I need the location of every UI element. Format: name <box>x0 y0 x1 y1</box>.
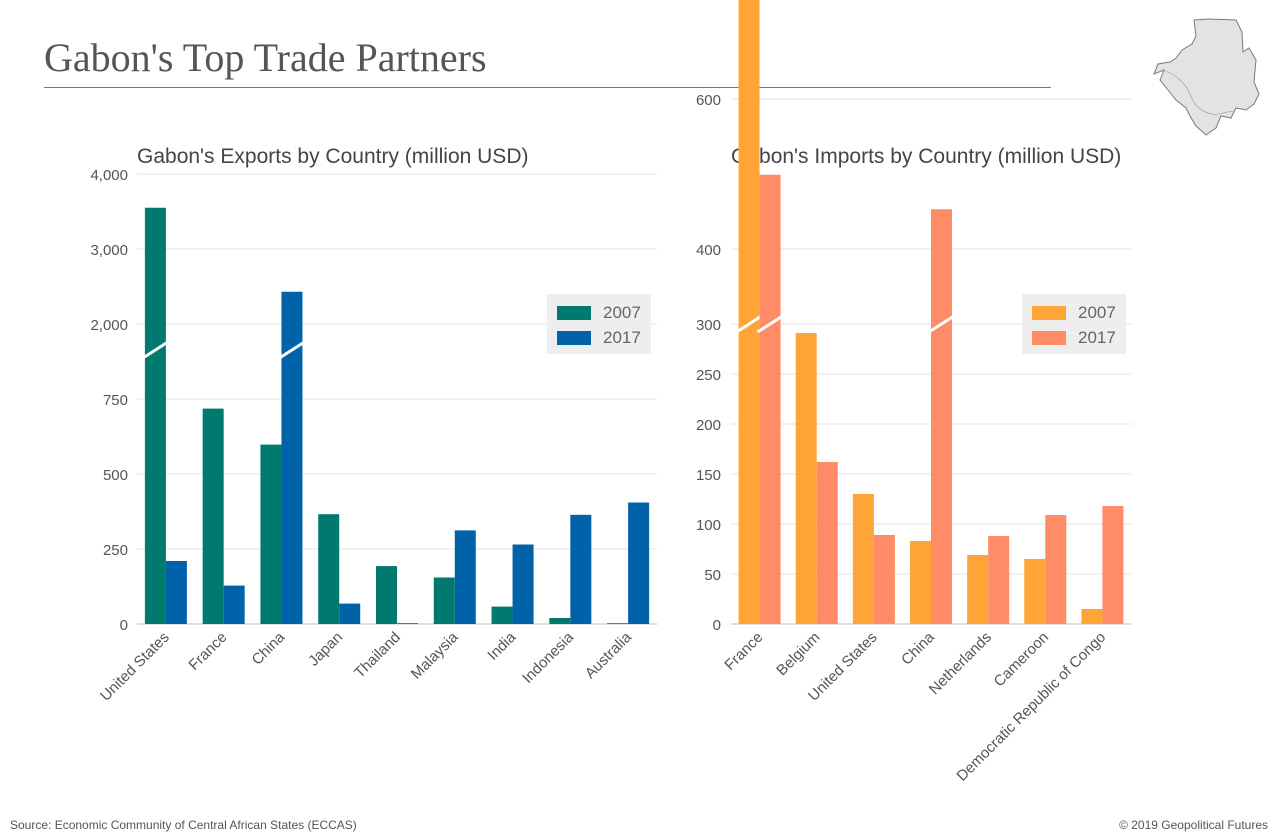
y-tick-label: 250 <box>103 542 128 559</box>
legend-label-2017: 2017 <box>603 327 641 347</box>
imports-chart-title: Gabon's Imports by Country (million USD) <box>731 145 1122 168</box>
bar-india-2017 <box>512 544 534 624</box>
legend-label-2017: 2017 <box>1078 327 1116 347</box>
axis-break-slash <box>735 314 763 334</box>
legend-swatch-2017 <box>1032 330 1066 345</box>
y-tick-label: 0 <box>713 617 721 634</box>
bar-indonesia-2007 <box>549 618 571 624</box>
legend-label-2007: 2007 <box>603 302 641 322</box>
legend-swatch-2007 <box>1032 305 1066 320</box>
y-tick-label: 300 <box>696 317 721 334</box>
bar-belgium-2007 <box>795 333 817 624</box>
x-tick-label-china: China <box>898 628 938 668</box>
bar-france-2017 <box>223 585 245 624</box>
bar-china-2017 <box>281 291 303 624</box>
y-tick-label: 3,000 <box>90 242 128 259</box>
bar-united-states-2007 <box>144 207 166 624</box>
legend-item-2007: 2007 <box>557 300 641 325</box>
legend-label-2007: 2007 <box>1078 302 1116 322</box>
bar-united-states-2007 <box>852 494 874 624</box>
source-note: Source: Economic Community of Central Af… <box>10 818 357 832</box>
axis-break-slash <box>756 314 784 334</box>
x-tick-label-cameroon: Cameroon <box>991 629 1053 691</box>
bar-indonesia-2017 <box>570 514 592 624</box>
x-tick-label-france: France <box>721 629 766 674</box>
bar-united-states-2017 <box>165 561 187 624</box>
legend-item-2017: 2017 <box>557 325 641 350</box>
bar-china-2007 <box>260 444 282 624</box>
y-tick-label: 600 <box>696 92 721 109</box>
y-tick-label: 200 <box>696 417 721 434</box>
bar-australia-2017 <box>628 502 650 624</box>
bar-india-2007 <box>491 606 513 624</box>
bar-united-states-2017 <box>873 535 895 624</box>
legend-item-2017: 2017 <box>1032 325 1116 350</box>
bar-netherlands-2017 <box>988 536 1010 624</box>
bar-china-2017 <box>931 209 952 624</box>
y-tick-label: 500 <box>103 467 128 484</box>
x-tick-label-belgium: Belgium <box>773 629 823 679</box>
bar-thailand-2007 <box>376 566 397 624</box>
exports-chart-title: Gabon's Exports by Country (million USD) <box>137 145 529 168</box>
bar-cameroon-2007 <box>1024 559 1046 624</box>
bar-thailand-2017 <box>397 623 418 624</box>
bar-china-2007 <box>910 541 931 624</box>
y-tick-label: 100 <box>696 517 721 534</box>
bar-france-2007 <box>202 408 224 624</box>
legend-item-2007: 2007 <box>1032 300 1116 325</box>
bar-netherlands-2007 <box>967 555 989 624</box>
axis-break-slash <box>928 314 955 334</box>
y-tick-label: 4,000 <box>90 167 128 184</box>
bar-france-2007 <box>738 0 760 624</box>
gabon-map-icon <box>1153 18 1260 136</box>
axis-break-slash <box>142 340 169 360</box>
bar-democratic-republic-of-congo-2017 <box>1102 506 1124 624</box>
y-tick-label: 2,000 <box>90 317 128 334</box>
y-tick-label: 400 <box>696 242 721 259</box>
bar-cameroon-2017 <box>1045 515 1067 624</box>
bar-australia-2007 <box>607 623 629 624</box>
y-tick-label: 0 <box>120 617 128 634</box>
bar-malaysia-2017 <box>454 530 476 624</box>
legend-swatch-2017 <box>557 330 591 345</box>
title-divider <box>44 87 1051 88</box>
legend-swatch-2007 <box>557 305 591 320</box>
y-tick-label: 150 <box>696 467 721 484</box>
bar-france-2017 <box>759 174 781 624</box>
bar-malaysia-2007 <box>433 577 455 624</box>
copyright-note: © 2019 Geopolitical Futures <box>1119 818 1268 832</box>
bar-democratic-republic-of-congo-2007 <box>1081 609 1103 624</box>
bar-belgium-2017 <box>816 462 838 624</box>
page-title: Gabon's Top Trade Partners <box>44 35 487 80</box>
bar-japan-2017 <box>339 603 361 624</box>
y-tick-label: 50 <box>704 567 721 584</box>
exports-legend: 2007 2017 <box>547 294 651 354</box>
bar-japan-2007 <box>318 514 340 624</box>
axis-break-band <box>135 356 659 368</box>
axis-break-slash <box>278 340 306 360</box>
y-tick-label: 750 <box>103 392 128 409</box>
imports-legend: 2007 2017 <box>1022 294 1126 354</box>
y-tick-label: 250 <box>696 367 721 384</box>
